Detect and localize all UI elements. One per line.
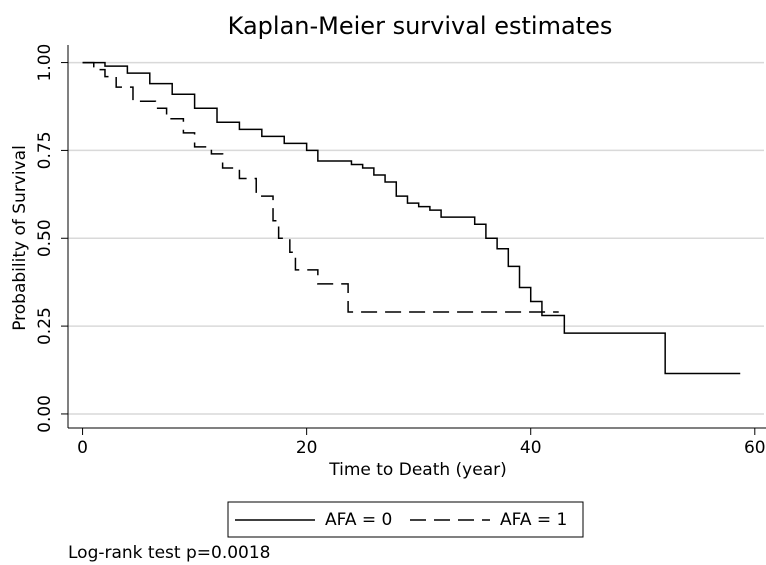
y-axis-title: Probability of Survival [10, 145, 30, 331]
y-tick-label: 0.00 [35, 395, 55, 433]
y-tick-label: 0.50 [35, 219, 55, 257]
y-tick-label: 1.00 [35, 44, 55, 82]
legend-label: AFA = 0 [325, 510, 392, 530]
chart-title: Kaplan-Meier survival estimates [228, 12, 613, 40]
x-tick-label: 40 [520, 438, 542, 458]
x-tick-label: 60 [744, 438, 766, 458]
note: Log-rank test p=0.0018 [68, 543, 271, 563]
x-tick-label: 0 [77, 438, 88, 458]
y-tick-label: 0.75 [35, 131, 55, 169]
legend-label: AFA = 1 [500, 510, 567, 530]
x-tick-label: 20 [296, 438, 318, 458]
legend-box [227, 501, 584, 538]
survival-curve [82, 61, 741, 375]
x-axis-title: Time to Death (year) [328, 460, 506, 480]
survival-curve [82, 61, 559, 313]
y-tick-label: 0.25 [35, 307, 55, 345]
